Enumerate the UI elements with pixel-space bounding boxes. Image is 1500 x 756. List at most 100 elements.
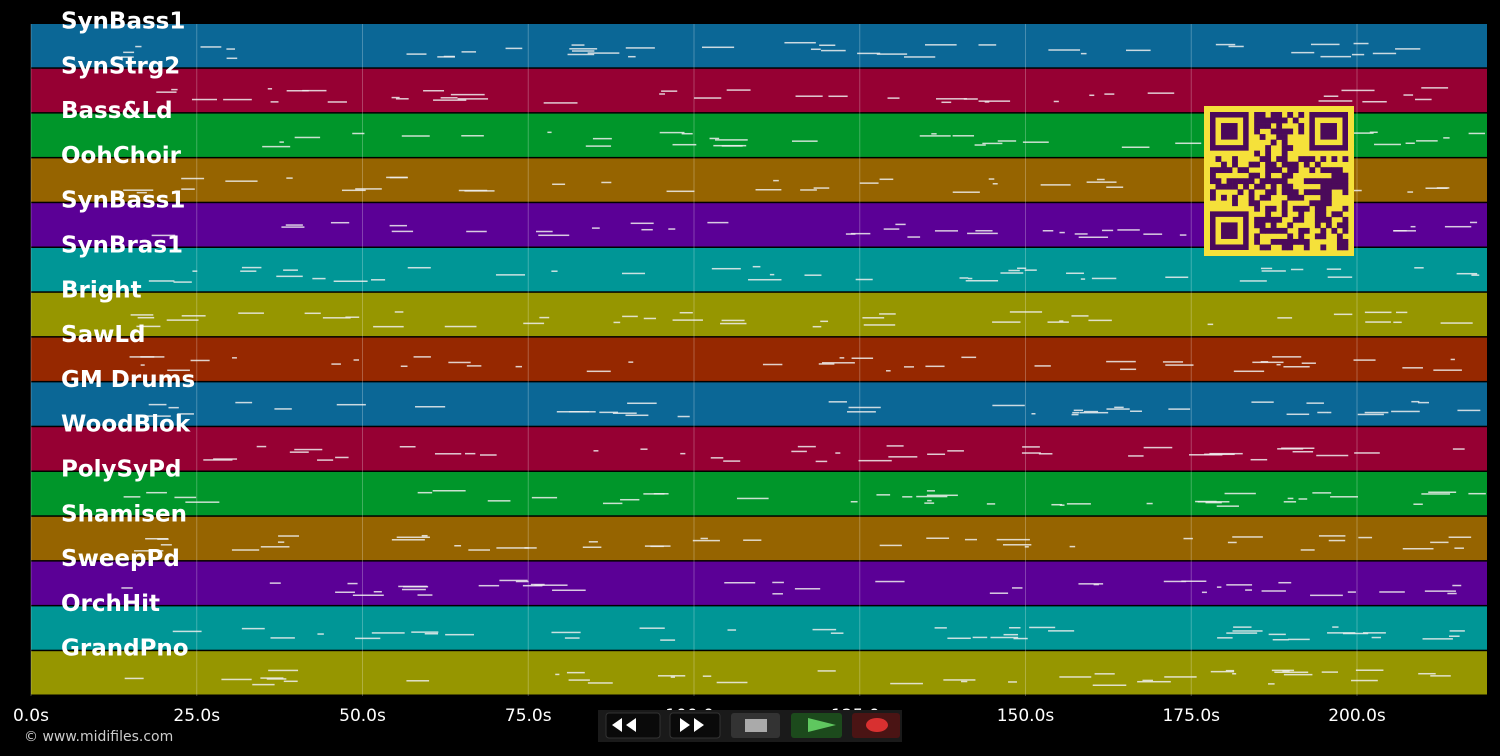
note: [464, 452, 476, 455]
qr-module: [1281, 150, 1288, 157]
track-label: WoodBlok: [61, 412, 191, 438]
qr-module: [1298, 227, 1305, 234]
note: [547, 131, 552, 134]
note: [260, 677, 284, 679]
note: [1250, 458, 1268, 461]
note: [267, 88, 273, 90]
note: [1086, 181, 1117, 183]
note: [773, 179, 779, 182]
note: [401, 135, 430, 137]
qr-module: [1276, 227, 1283, 234]
note: [791, 140, 818, 142]
record-button[interactable]: [852, 713, 900, 738]
note: [828, 95, 848, 98]
note: [660, 639, 676, 641]
note: [1137, 680, 1171, 683]
qr-module: [1281, 178, 1288, 185]
note: [1298, 498, 1308, 500]
note: [828, 401, 847, 403]
note: [1009, 311, 1043, 313]
track-label: Bass&Ld: [61, 98, 173, 124]
qr-module: [1276, 167, 1283, 174]
track-label: OohChoir: [61, 143, 182, 169]
note: [221, 678, 252, 681]
note: [1290, 268, 1304, 271]
note: [625, 47, 655, 49]
play-button[interactable]: [791, 713, 842, 738]
note: [1104, 93, 1115, 95]
note: [1415, 98, 1432, 101]
note: [1374, 143, 1401, 146]
qr-module: [1259, 183, 1266, 190]
note: [772, 581, 784, 584]
qr-module: [1265, 205, 1272, 212]
note: [672, 143, 697, 146]
note: [813, 187, 830, 189]
note: [851, 357, 874, 359]
note: [879, 544, 902, 547]
note: [1215, 43, 1236, 46]
note: [625, 414, 649, 417]
note: [1417, 401, 1429, 404]
note: [974, 144, 986, 146]
note: [1078, 583, 1104, 585]
qr-module: [1287, 238, 1294, 245]
note: [588, 541, 598, 543]
note: [1317, 411, 1328, 414]
note: [1088, 319, 1112, 322]
track-row: [31, 606, 1487, 650]
qr-module: [1254, 112, 1260, 118]
qr-module: [1221, 183, 1227, 190]
qr-module: [1276, 156, 1283, 162]
note: [672, 319, 703, 321]
qr-finder: [1221, 123, 1238, 140]
note: [1369, 131, 1378, 134]
note: [630, 222, 654, 225]
note: [1327, 632, 1356, 634]
qr-module: [1276, 216, 1283, 223]
qr-module: [1292, 194, 1299, 201]
note: [1121, 146, 1150, 148]
note: [535, 230, 553, 233]
note: [883, 228, 900, 230]
qr-module: [1270, 216, 1277, 223]
note: [1051, 503, 1063, 506]
note: [821, 49, 846, 52]
note: [283, 680, 298, 683]
qr-module: [1331, 211, 1338, 218]
qr-module: [1298, 211, 1305, 218]
note: [812, 628, 837, 631]
note: [341, 189, 366, 192]
qr-module: [1309, 167, 1316, 174]
note: [252, 683, 275, 686]
note: [769, 273, 775, 276]
qr-module: [1259, 227, 1266, 234]
note: [1114, 406, 1124, 409]
qr-module: [1320, 211, 1327, 218]
note: [136, 325, 161, 328]
qr-module: [1287, 112, 1294, 118]
qr-module: [1314, 233, 1321, 240]
qr-module: [1221, 167, 1227, 174]
note: [1093, 583, 1099, 586]
qr-module: [1298, 205, 1305, 212]
qr-module: [1270, 227, 1277, 234]
note: [1029, 626, 1056, 629]
qr-module: [1254, 222, 1260, 229]
note: [879, 178, 894, 181]
fast-forward-button[interactable]: [669, 712, 721, 739]
note: [1310, 594, 1343, 597]
note: [886, 370, 891, 372]
note: [755, 188, 782, 191]
note: [1321, 671, 1338, 673]
qr-module: [1292, 205, 1299, 212]
note: [1047, 321, 1069, 323]
stop-button[interactable]: [731, 713, 780, 738]
note: [495, 274, 526, 276]
qr-module: [1298, 123, 1305, 129]
note: [601, 181, 612, 184]
note: [479, 454, 497, 456]
note: [643, 317, 657, 320]
rewind-button[interactable]: [605, 712, 661, 739]
